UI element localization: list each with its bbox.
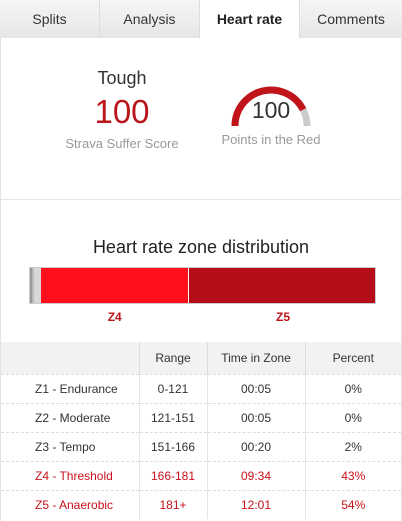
zone-percent: 0% xyxy=(304,402,401,432)
zone-time: 00:05 xyxy=(206,373,305,403)
zone-name: Z3 - Tempo xyxy=(1,431,139,461)
zone-distribution-labels: Z4 Z5 xyxy=(29,310,376,326)
heart-rate-panel: Tough 100 Strava Suffer Score 100 Points… xyxy=(0,38,402,521)
zone-segment-z4 xyxy=(41,268,190,303)
zone-row-z2: Z2 - Moderate 121-151 00:05 0% xyxy=(1,402,401,432)
zone-label-z4: Z4 xyxy=(107,310,122,324)
points-in-red-value: 100 xyxy=(251,97,291,123)
zone-percent: 2% xyxy=(304,431,401,461)
suffer-score-block: Tough 100 Strava Suffer Score 100 Points… xyxy=(1,38,401,200)
zone-percent: 54% xyxy=(304,489,401,519)
zone-time: 09:34 xyxy=(206,460,305,490)
suffer-score-value: 100 xyxy=(94,93,150,130)
suffer-rating-label: Tough xyxy=(97,68,147,88)
zone-range: 121-151 xyxy=(138,402,207,432)
zone-row-z5: Z5 - Anaerobic 181+ 12:01 54% xyxy=(1,489,401,519)
zone-name: Z5 - Anaerobic xyxy=(1,489,139,519)
zone-row-z4: Z4 - Threshold 166-181 09:34 43% xyxy=(1,460,401,490)
zone-name: Z4 - Threshold xyxy=(1,460,139,490)
zone-segment-z3 xyxy=(34,268,41,303)
zone-distribution-bar xyxy=(29,267,376,304)
header-percent: Percent xyxy=(304,342,401,374)
zone-name: Z1 - Endurance xyxy=(1,373,139,403)
zone-table: Range Time in Zone Percent Z1 - Enduranc… xyxy=(1,342,401,519)
tab-splits[interactable]: Splits xyxy=(0,0,100,38)
zone-range: 0-121 xyxy=(138,373,207,403)
zone-segment-z1 xyxy=(30,268,33,303)
zone-distribution-title: Heart rate zone distribution xyxy=(92,237,310,257)
zone-range: 151-166 xyxy=(138,431,207,461)
points-in-red-gauge xyxy=(231,86,311,127)
header-zone xyxy=(1,342,139,374)
tab-comments[interactable]: Comments xyxy=(300,0,402,38)
zone-range: 181+ xyxy=(138,489,207,519)
header-range: Range xyxy=(138,342,207,374)
zone-percent: 43% xyxy=(304,460,401,490)
tab-analysis[interactable]: Analysis xyxy=(100,0,200,38)
zone-segment-z2 xyxy=(32,268,35,303)
zone-table-header: Range Time in Zone Percent xyxy=(1,342,401,374)
zone-row-z1: Z1 - Endurance 0-121 00:05 0% xyxy=(1,373,401,403)
zone-segment-z5 xyxy=(189,268,375,303)
suffer-score-caption: Strava Suffer Score xyxy=(65,136,179,151)
zone-time: 12:01 xyxy=(206,489,305,519)
gauge-fill xyxy=(231,86,307,127)
zone-range: 166-181 xyxy=(138,460,207,490)
tab-bar: Splits Analysis Heart rate Comments xyxy=(0,0,402,39)
zone-name: Z2 - Moderate xyxy=(1,402,139,432)
zone-label-z5: Z5 xyxy=(275,310,291,324)
points-in-red-caption: Points in the Red xyxy=(221,132,321,147)
zone-percent: 0% xyxy=(304,373,401,403)
zone-row-z3: Z3 - Tempo 151-166 00:20 2% xyxy=(1,431,401,461)
header-time-in-zone: Time in Zone xyxy=(206,342,305,374)
tab-heart-rate[interactable]: Heart rate xyxy=(200,0,300,39)
zone-time: 00:20 xyxy=(206,431,305,461)
zone-time: 00:05 xyxy=(206,402,305,432)
